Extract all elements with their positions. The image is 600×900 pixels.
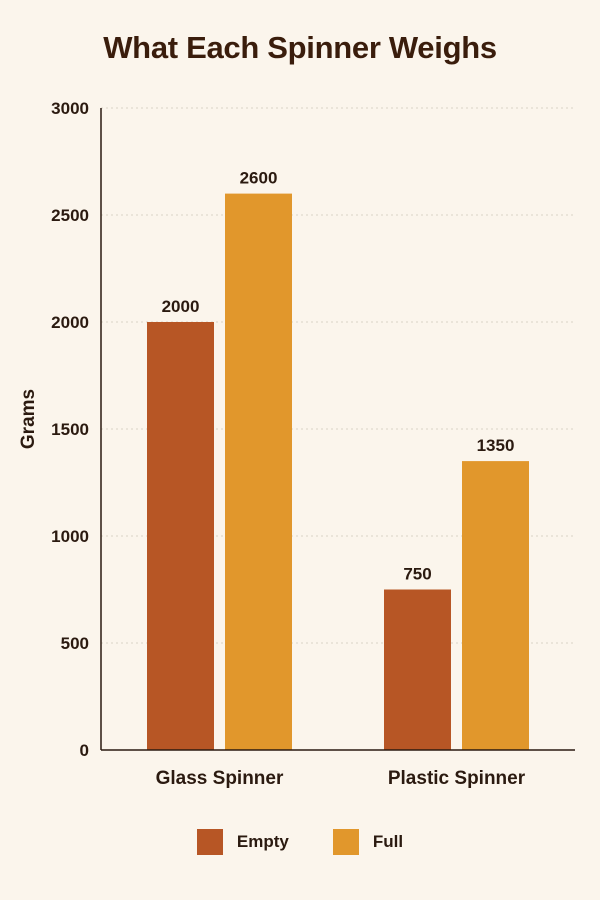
y-tick-label: 3000 bbox=[51, 99, 89, 118]
y-tick-label: 1000 bbox=[51, 527, 89, 546]
legend-swatch bbox=[196, 829, 223, 855]
y-axis-title: Grams bbox=[18, 389, 39, 449]
data-label: 1350 bbox=[477, 436, 515, 455]
data-labels: 2000 2600 750 1350 bbox=[162, 169, 515, 584]
legend-item-empty: Empty bbox=[196, 829, 289, 855]
y-tick-label: 0 bbox=[80, 741, 89, 760]
legend-label: Empty bbox=[236, 832, 289, 851]
bar-empty-1 bbox=[384, 589, 451, 750]
x-axis-categories: Glass Spinner Plastic Spinner bbox=[156, 768, 526, 789]
x-category-label: Plastic Spinner bbox=[388, 768, 526, 789]
y-axis-ticks: 0 500 1000 1500 2000 2500 3000 bbox=[51, 99, 89, 760]
legend-label: Full bbox=[372, 832, 404, 851]
data-label: 2000 bbox=[162, 297, 200, 316]
y-tick-label: 2000 bbox=[51, 313, 89, 332]
y-tick-label: 2500 bbox=[51, 206, 89, 225]
x-category-label: Glass Spinner bbox=[156, 768, 284, 789]
y-tick-label: 1500 bbox=[51, 420, 89, 439]
y-tick-label: 500 bbox=[61, 634, 89, 653]
legend-item-full: Full bbox=[332, 829, 404, 855]
bars bbox=[147, 193, 529, 751]
bar-full-0 bbox=[225, 193, 292, 751]
data-label: 750 bbox=[403, 565, 431, 584]
bar-empty-0 bbox=[147, 322, 214, 750]
chart-title: What Each Spinner Weighs bbox=[103, 30, 497, 65]
bar-full-1 bbox=[462, 461, 529, 750]
legend: Empty Full bbox=[0, 829, 600, 855]
data-label: 2600 bbox=[240, 169, 278, 188]
legend-swatch bbox=[332, 829, 359, 855]
